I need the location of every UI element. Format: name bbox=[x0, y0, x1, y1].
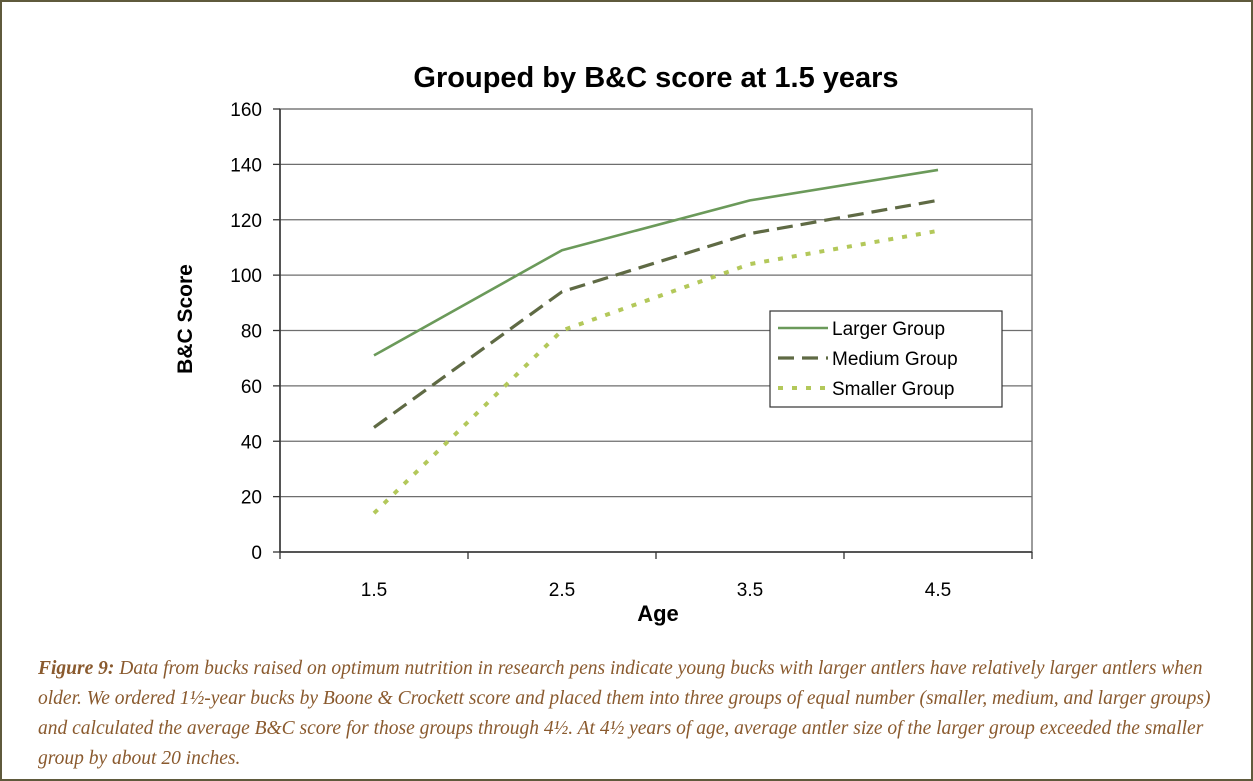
legend-label-2: Medium Group bbox=[832, 349, 958, 370]
figure-caption: Figure 9: Data from bucks raised on opti… bbox=[38, 654, 1233, 774]
y-tick-label: 100 bbox=[230, 266, 262, 287]
x-axis-label: Age bbox=[637, 601, 679, 626]
chart-title: Grouped by B&C score at 1.5 years bbox=[413, 62, 898, 94]
y-tick-label: 140 bbox=[230, 155, 262, 176]
x-tick-label: 4.5 bbox=[925, 580, 951, 601]
legend-label-3: Smaller Group bbox=[832, 379, 955, 400]
series-line-1 bbox=[373, 168, 939, 357]
y-tick-label: 0 bbox=[251, 543, 262, 564]
y-tick-label: 20 bbox=[241, 488, 262, 509]
y-axis-label: B&C Score bbox=[174, 264, 197, 374]
x-tick-label: 1.5 bbox=[361, 580, 387, 601]
y-tick-label: 160 bbox=[230, 100, 262, 121]
caption-text: Data from bucks raised on optimum nutrit… bbox=[38, 658, 1211, 769]
y-tick-label: 80 bbox=[241, 322, 262, 343]
x-tick-label: 3.5 bbox=[737, 580, 763, 601]
line-chart: Grouped by B&C score at 1.5 years B&C Sc… bbox=[174, 62, 1033, 626]
y-tick-label: 40 bbox=[241, 432, 262, 453]
caption-label: Figure 9: bbox=[38, 658, 115, 679]
y-tick-label: 60 bbox=[241, 377, 262, 398]
y-tick-label: 120 bbox=[230, 211, 262, 232]
legend-label-1: Larger Group bbox=[832, 319, 945, 340]
x-tick-label: 2.5 bbox=[549, 580, 575, 601]
